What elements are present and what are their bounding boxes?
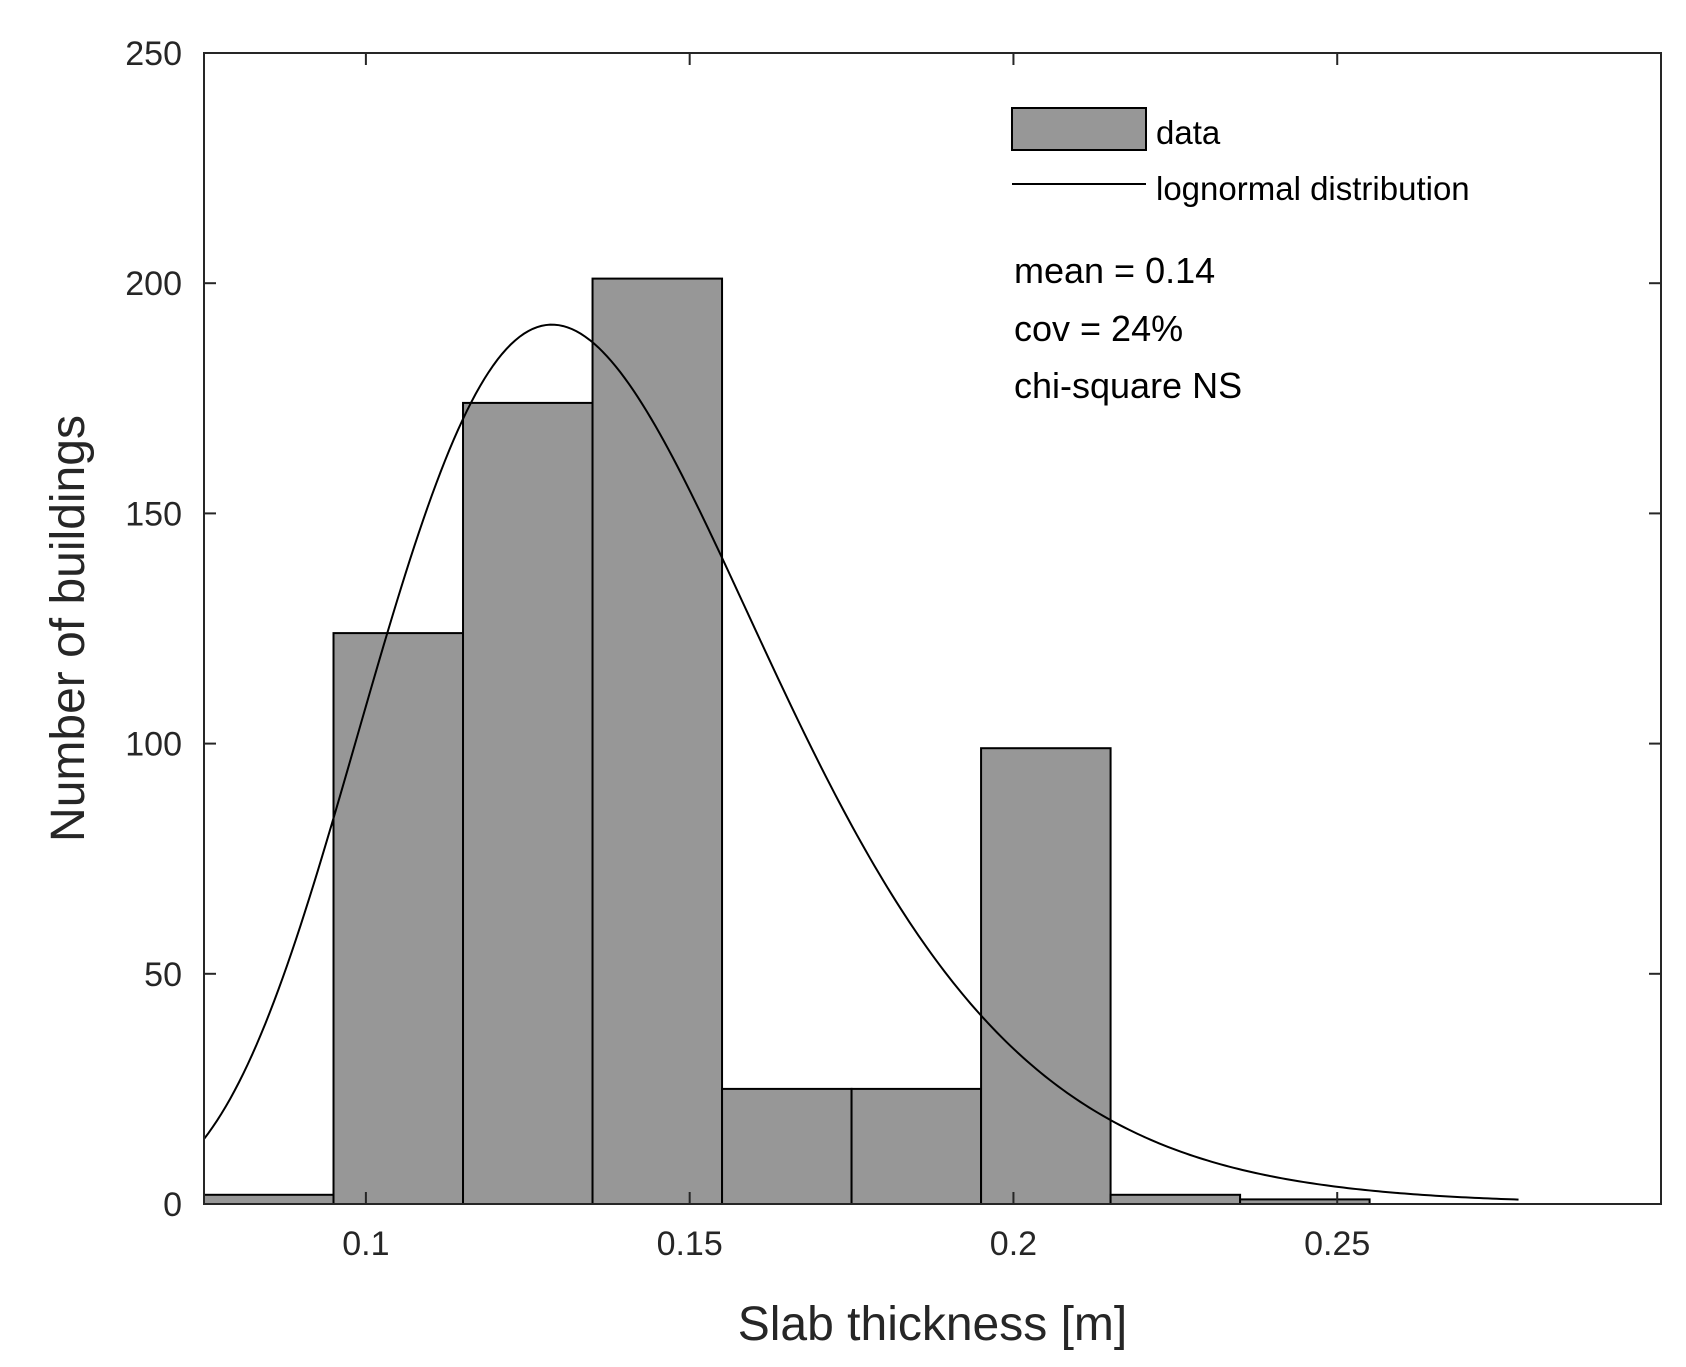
ticks-layer: 0.1 0.15 0.2 0.25 0 50 100 150 200 250 (125, 35, 1661, 1263)
histogram-bar-0 (203, 1193, 335, 1205)
annotation-mean: mean = 0.14 (1014, 250, 1215, 291)
y-tick-label: 0 (163, 1186, 182, 1224)
histogram-bar-5 (850, 1087, 983, 1206)
legend-swatch-data (1011, 107, 1147, 151)
y-tick-label: 50 (144, 956, 182, 994)
bars-layer (203, 277, 1371, 1206)
x-tick-label: 0.25 (1304, 1225, 1370, 1263)
annotation-cov: cov = 24% (1014, 308, 1183, 349)
x-axis-label: Slab thickness [m] (738, 1298, 1127, 1351)
curve-layer (203, 323, 1519, 1201)
histogram-bar-7 (1109, 1193, 1242, 1205)
y-tick-label: 100 (125, 726, 182, 764)
y-tick-label: 150 (125, 495, 182, 533)
histogram-bar-4 (721, 1087, 853, 1206)
x-tick-label: 0.2 (990, 1225, 1037, 1263)
histogram-bar-6 (980, 747, 1112, 1205)
y-tick-label: 250 (125, 35, 182, 73)
x-tick-label: 0.15 (657, 1225, 723, 1263)
histogram-bar-1 (332, 632, 465, 1205)
histogram-bar-3 (591, 277, 724, 1205)
legend-label-curve: lognormal distribution (1156, 170, 1470, 207)
legend-label-data: data (1156, 114, 1221, 151)
lognormal-fit-curve (203, 323, 1519, 1201)
y-tick-label: 200 (125, 265, 182, 303)
legend: data lognormal distribution (1011, 107, 1470, 207)
axes-box (203, 52, 1662, 1205)
annotation-chi-square: chi-square NS (1014, 365, 1242, 406)
y-axis-label: Number of buildings (42, 415, 95, 842)
x-tick-label: 0.1 (342, 1225, 389, 1263)
stats-annotation: mean = 0.14 cov = 24% chi-square NS (1014, 250, 1242, 406)
histogram-bar-2 (462, 401, 594, 1205)
